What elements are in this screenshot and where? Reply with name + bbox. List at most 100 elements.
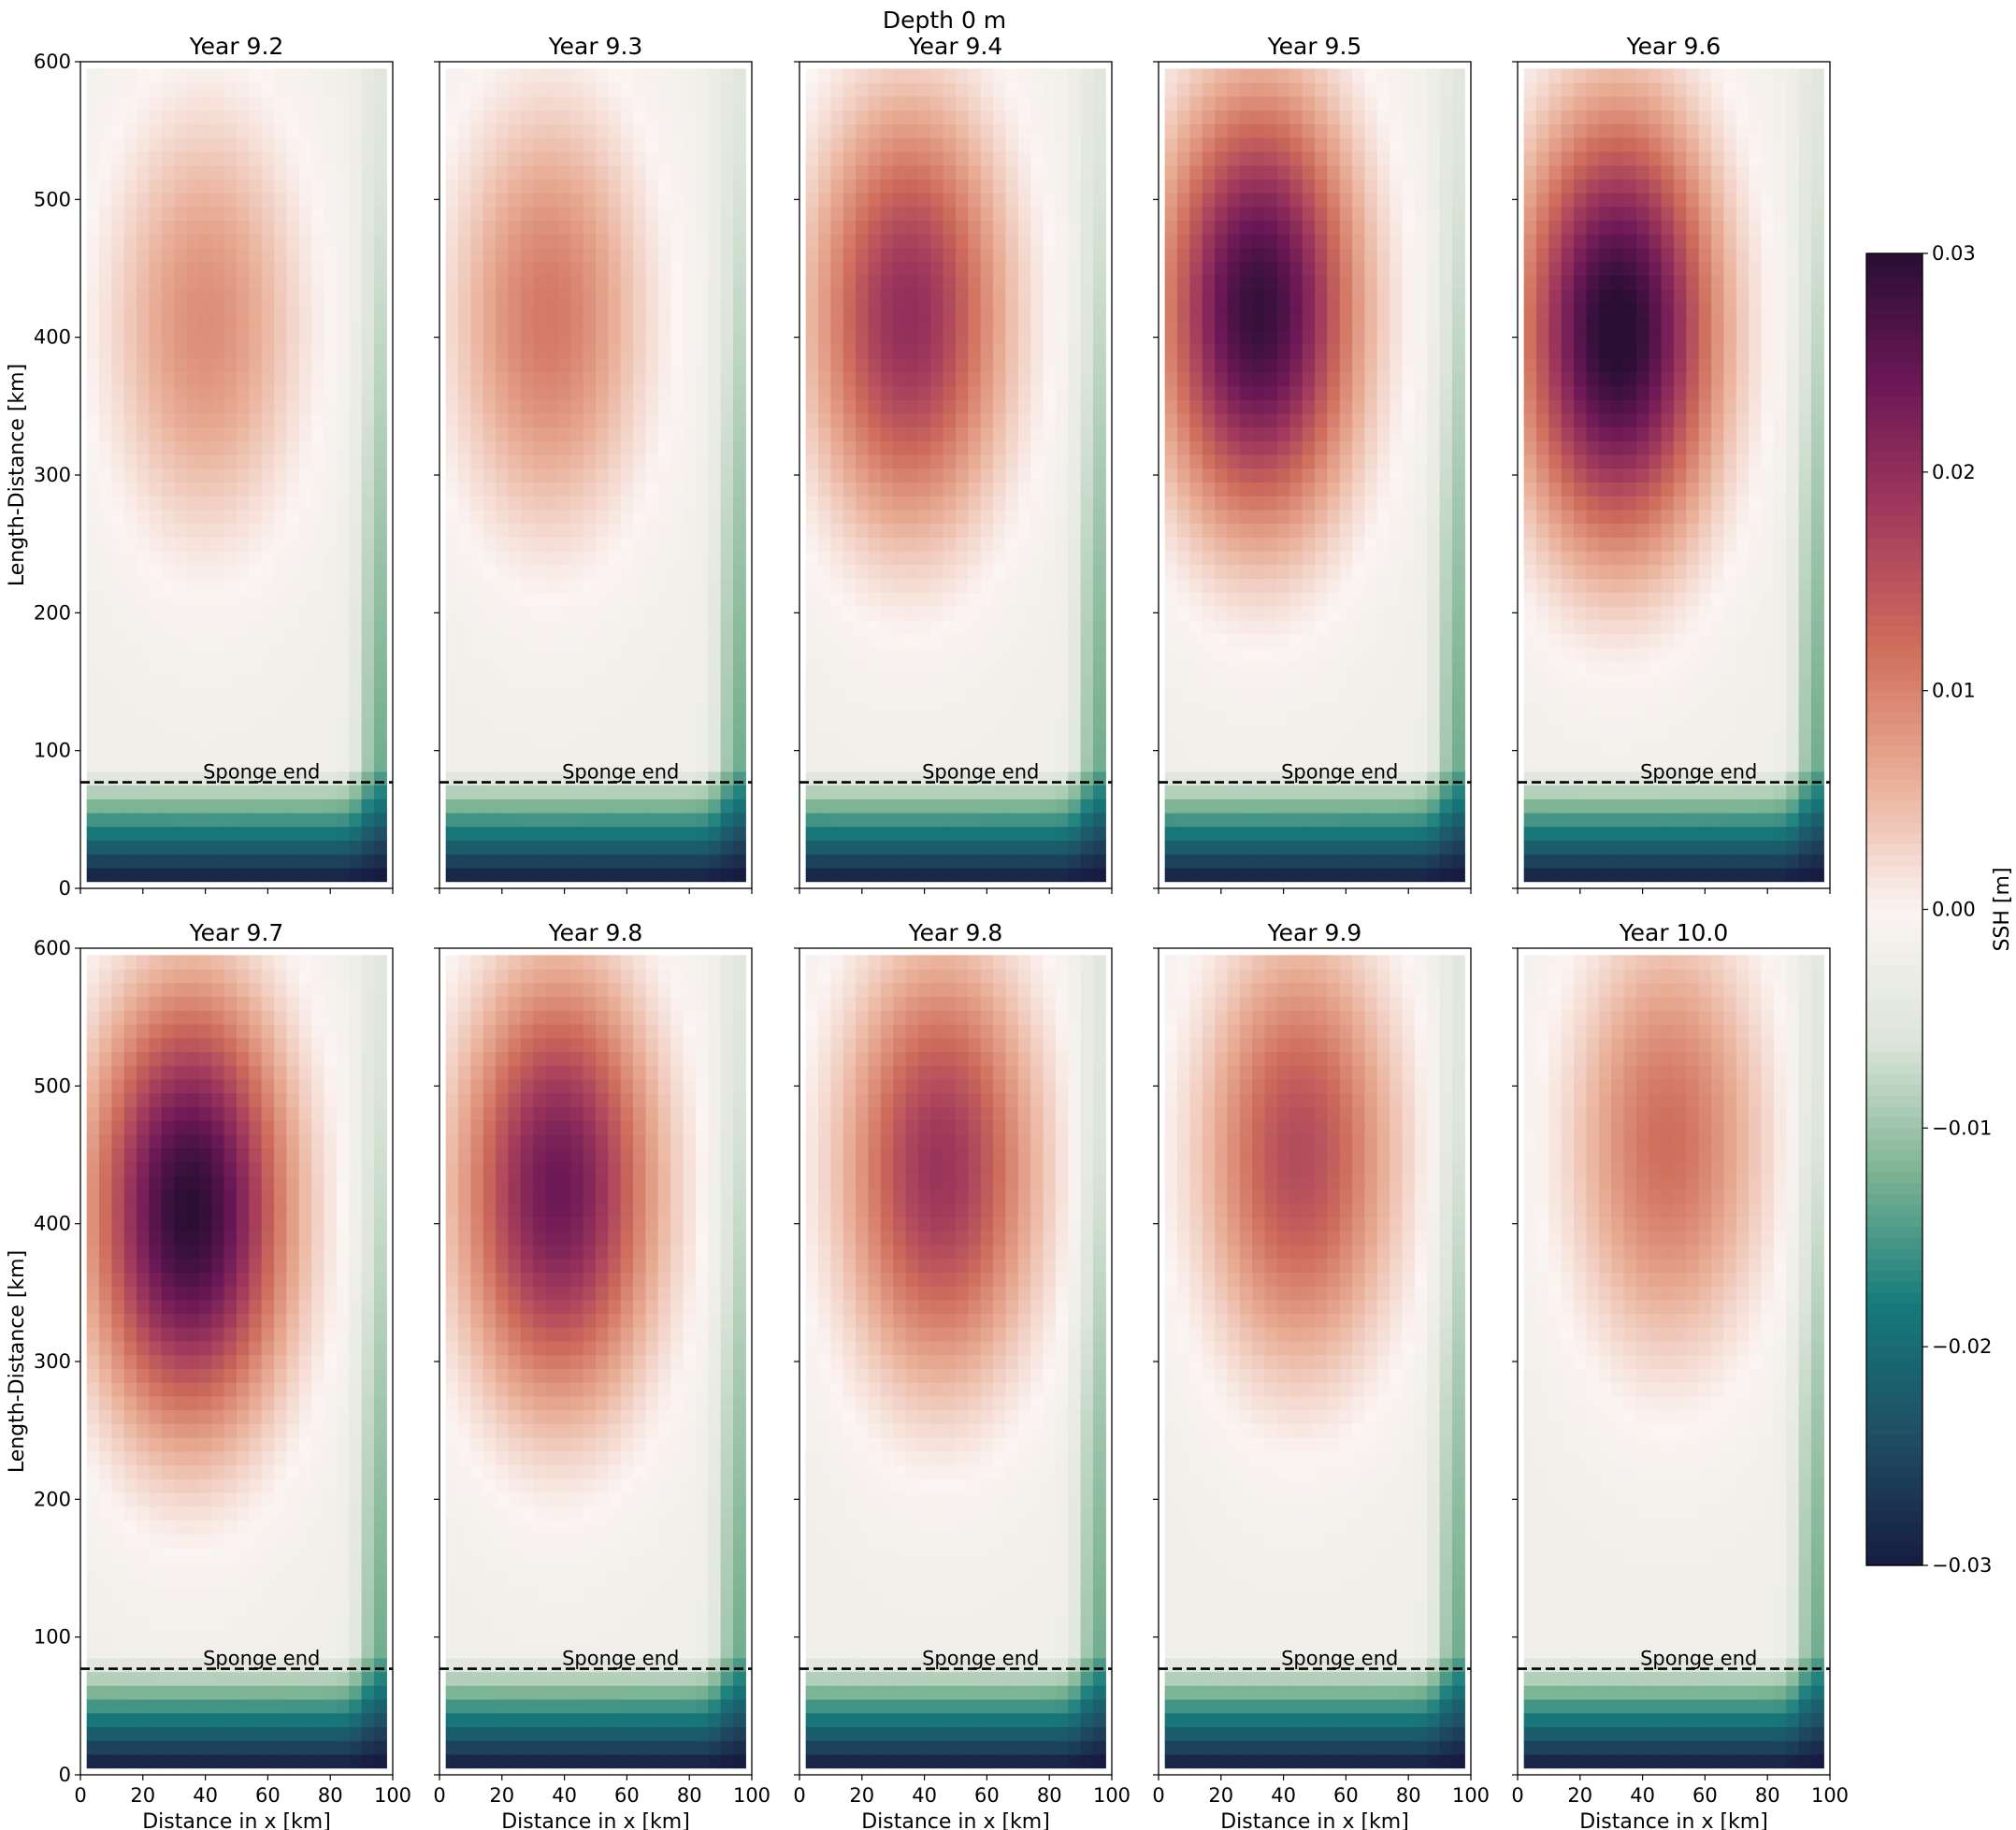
heatmap-cell xyxy=(583,551,597,566)
heatmap-cell xyxy=(1080,757,1094,772)
heatmap-cell xyxy=(1189,302,1203,318)
heatmap-cell xyxy=(520,564,534,580)
heatmap-cell xyxy=(1005,826,1019,842)
heatmap-cell xyxy=(968,68,982,83)
heatmap-cell xyxy=(123,109,137,124)
heatmap-cell xyxy=(445,261,459,276)
heatmap-cell xyxy=(1068,344,1082,359)
heatmap-cell xyxy=(1092,412,1106,428)
heatmap-cell xyxy=(99,440,112,455)
heatmap-cell xyxy=(1177,275,1190,290)
heatmap-cell xyxy=(608,95,622,111)
heatmap-cell xyxy=(1068,633,1082,648)
heatmap-cell xyxy=(508,826,522,842)
heatmap-cell xyxy=(123,647,137,662)
heatmap-cell xyxy=(508,785,522,800)
heatmap-cell xyxy=(286,330,300,345)
heatmap-cell xyxy=(349,371,363,386)
heatmap-cell xyxy=(336,619,350,635)
heatmap-cell xyxy=(286,743,300,758)
heatmap-cell xyxy=(930,660,944,676)
heatmap-cell xyxy=(880,605,894,621)
heatmap-cell xyxy=(608,647,622,662)
heatmap-cell xyxy=(1276,95,1290,111)
heatmap-cell xyxy=(1005,357,1019,373)
heatmap-cell xyxy=(149,275,163,290)
heatmap-cell xyxy=(1276,812,1290,828)
heatmap-cell xyxy=(1202,537,1216,552)
heatmap-cell xyxy=(482,496,497,511)
heatmap-cell xyxy=(336,605,350,621)
heatmap-cell xyxy=(608,165,622,180)
heatmap-cell xyxy=(545,605,559,621)
heatmap-cell xyxy=(1030,785,1044,800)
heatmap-cell xyxy=(137,440,151,455)
heatmap-cell xyxy=(905,440,919,455)
heatmap-cell xyxy=(917,302,931,318)
heatmap-cell xyxy=(458,867,471,883)
heatmap-cell xyxy=(645,95,659,111)
heatmap-cell xyxy=(261,95,275,111)
heatmap-cell xyxy=(223,592,238,607)
heatmap-cell xyxy=(830,454,844,469)
heatmap-cell xyxy=(470,812,484,828)
heatmap-cell xyxy=(818,633,831,648)
heatmap-cell xyxy=(732,165,746,180)
heatmap-cell xyxy=(211,840,225,855)
heatmap-cell xyxy=(868,330,882,345)
heatmap-cell xyxy=(137,275,151,290)
heatmap-cell xyxy=(1080,398,1094,414)
heatmap-cell xyxy=(482,688,497,703)
heatmap-cell xyxy=(198,151,212,166)
heatmap-cell xyxy=(458,137,471,152)
heatmap-cell xyxy=(249,537,263,552)
heatmap-cell xyxy=(149,261,163,276)
heatmap-cell xyxy=(956,551,969,566)
heatmap-cell xyxy=(583,165,597,180)
heatmap-cell xyxy=(818,509,831,525)
heatmap-cell xyxy=(86,523,100,538)
heatmap-cell xyxy=(1030,757,1044,772)
heatmap-cell xyxy=(856,220,870,235)
heatmap-cell xyxy=(805,371,819,386)
heatmap-cell xyxy=(261,605,275,621)
heatmap-cell xyxy=(1289,688,1303,703)
heatmap-cell xyxy=(917,220,931,235)
heatmap-cell xyxy=(123,757,137,772)
heatmap-cell xyxy=(1068,371,1082,386)
heatmap-cell xyxy=(1068,605,1082,621)
heatmap-cell xyxy=(274,123,288,138)
heatmap-cell xyxy=(149,854,163,869)
heatmap-cell xyxy=(1252,867,1266,883)
heatmap-cell xyxy=(298,316,312,331)
heatmap-cell xyxy=(249,647,263,662)
heatmap-cell xyxy=(657,633,671,648)
heatmap-cell xyxy=(830,398,844,414)
heatmap-cell xyxy=(980,757,994,772)
heatmap-cell xyxy=(361,702,375,717)
heatmap-cell xyxy=(570,826,584,842)
heatmap-cell xyxy=(1080,799,1094,814)
heatmap-cell xyxy=(470,702,484,717)
heatmap-cell xyxy=(856,385,870,400)
heatmap-cell xyxy=(633,454,647,469)
heatmap-cell xyxy=(695,220,709,235)
heatmap-cell xyxy=(545,578,559,593)
heatmap-cell xyxy=(557,785,571,800)
heatmap-cell xyxy=(1177,454,1190,469)
heatmap-cell xyxy=(956,220,969,235)
heatmap-cell xyxy=(943,729,957,744)
heatmap-cell xyxy=(361,743,375,758)
heatmap-cell xyxy=(842,371,857,386)
heatmap-cell xyxy=(893,743,907,758)
heatmap-cell xyxy=(1289,702,1303,717)
heatmap-cell xyxy=(261,482,275,497)
heatmap-cell xyxy=(1005,702,1019,717)
heatmap-cell xyxy=(274,578,288,593)
heatmap-cell xyxy=(1017,743,1031,758)
heatmap-cell xyxy=(298,412,312,428)
heatmap-cell xyxy=(1189,123,1203,138)
heatmap-cell xyxy=(830,551,844,566)
heatmap-cell xyxy=(620,398,634,414)
heatmap-cell xyxy=(720,68,734,83)
